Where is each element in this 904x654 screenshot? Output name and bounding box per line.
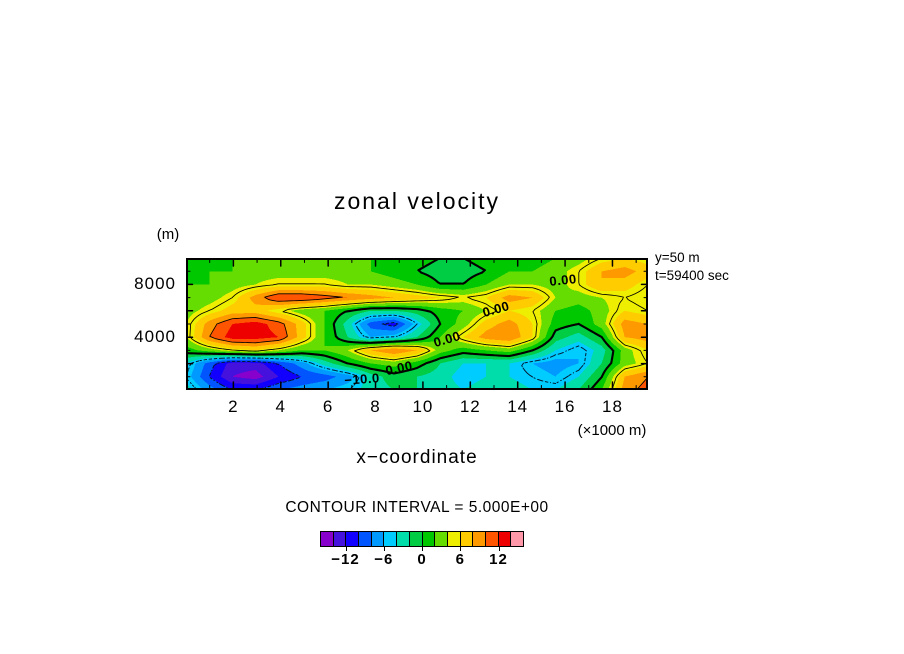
colorbar-ticks: −12 −6 0 6 12 bbox=[320, 547, 524, 571]
colorbar-segment bbox=[498, 532, 512, 546]
x-tick-label: 16 bbox=[554, 397, 576, 416]
colorbar-segment bbox=[384, 532, 398, 546]
colorbar-tick bbox=[460, 547, 462, 551]
colorbar-segment bbox=[473, 532, 486, 546]
colorbar-tick-label: −6 bbox=[374, 551, 394, 568]
colorbar-segment bbox=[422, 532, 436, 546]
contour-plot: 0.00 0.00 0.00 0.00 −10.0 bbox=[186, 258, 648, 390]
x-tick-label: 12 bbox=[459, 397, 481, 416]
contour-line-label: −10.0 bbox=[343, 370, 380, 389]
contour-interval-label: CONTOUR INTERVAL = 5.000E+00 bbox=[285, 499, 549, 516]
x-axis-title: x−coordinate bbox=[356, 447, 478, 468]
colorbar bbox=[320, 531, 524, 547]
colorbar-tick-label: 12 bbox=[489, 551, 508, 568]
colorbar-tick bbox=[345, 547, 347, 551]
colorbar-segment bbox=[485, 532, 499, 546]
colorbar-tick bbox=[498, 547, 500, 551]
colorbar-segment bbox=[371, 532, 385, 546]
colorbar-segment bbox=[321, 532, 334, 546]
x-tick-label: 8 bbox=[370, 397, 381, 416]
y-tick-label: 4000 bbox=[134, 327, 176, 347]
colorbar-tick bbox=[422, 547, 423, 551]
x-tick-label: 10 bbox=[412, 397, 434, 416]
y-axis-unit-label: (m) bbox=[156, 226, 180, 243]
x-axis-unit-label: (×1000 m) bbox=[577, 422, 647, 439]
x-tick-label: 4 bbox=[275, 397, 286, 416]
colorbar-tick-label: 6 bbox=[455, 551, 465, 568]
colorbar-segment bbox=[460, 532, 474, 546]
y-tick-label: 8000 bbox=[134, 274, 176, 294]
x-tick-label: 2 bbox=[228, 397, 239, 416]
chart-title: zonal velocity bbox=[333, 188, 501, 214]
x-tick-label: 14 bbox=[507, 397, 529, 416]
colorbar-segment bbox=[397, 532, 410, 546]
colorbar-tick bbox=[383, 547, 385, 551]
colorbar-segment bbox=[511, 532, 523, 546]
colorbar-tick-label: −12 bbox=[331, 551, 360, 568]
colorbar-tick-label: 0 bbox=[417, 551, 427, 568]
x-tick-label: 18 bbox=[601, 397, 623, 416]
colorbar-segment bbox=[447, 532, 461, 546]
annotation-time: t=59400 sec bbox=[655, 268, 729, 283]
colorbar-segment bbox=[359, 532, 372, 546]
contour-plot-canvas bbox=[186, 258, 648, 390]
x-tick-label: 6 bbox=[322, 397, 334, 416]
colorbar-segment bbox=[333, 532, 347, 546]
annotation-y-plane: y=50 m bbox=[655, 250, 700, 265]
colorbar-segment bbox=[435, 532, 448, 546]
colorbar-segment bbox=[346, 532, 360, 546]
colorbar-segment bbox=[409, 532, 423, 546]
